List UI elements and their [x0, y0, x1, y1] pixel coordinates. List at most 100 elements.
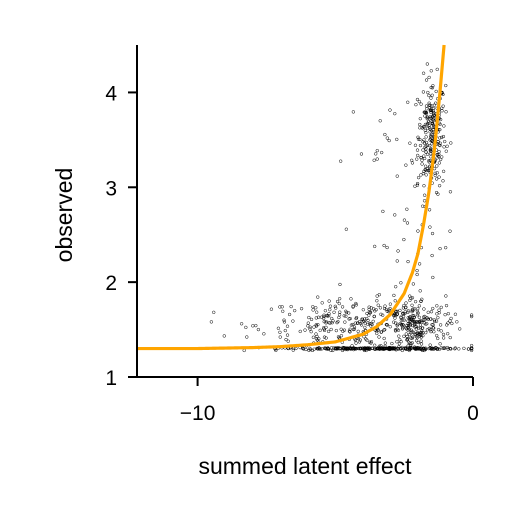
scatter-point: [422, 156, 427, 161]
scatter-point: [448, 335, 452, 340]
scatter-point: [251, 324, 255, 328]
scatter-point: [441, 104, 445, 108]
scatter-point: [429, 310, 434, 314]
scatter-point: [314, 332, 318, 336]
scatter-point: [414, 103, 418, 107]
scatter-point: [423, 145, 427, 149]
scatter-point: [406, 328, 410, 333]
scatter-point: [385, 323, 389, 327]
scatter-point: [433, 346, 437, 350]
scatter-point: [427, 93, 431, 98]
scatter-point: [431, 84, 435, 88]
scatter-point: [469, 313, 474, 317]
scatter-point: [469, 314, 474, 319]
scatter-point: [453, 312, 458, 316]
scatter-point: [416, 229, 420, 233]
scatter-point: [323, 309, 328, 313]
scatter-point: [366, 318, 370, 323]
scatter-point: [443, 313, 447, 317]
scatter-point: [367, 307, 371, 312]
scatter-point: [337, 315, 341, 320]
scatter-point: [334, 346, 338, 351]
scatter-point: [419, 342, 424, 346]
scatter-point: [428, 151, 433, 156]
scatter-point: [291, 319, 295, 323]
scatter-point: [409, 346, 413, 350]
scatter-point: [379, 312, 383, 316]
scatter-point: [308, 346, 312, 351]
scatter-point: [446, 321, 450, 325]
scatter-point: [416, 137, 421, 141]
scatter-point: [324, 336, 328, 340]
scatter-point: [334, 347, 338, 351]
scatter-point: [334, 306, 338, 310]
scatter-point: [358, 346, 363, 351]
scatter-point: [323, 346, 327, 351]
scatter-point: [335, 321, 339, 325]
scatter-point: [431, 106, 436, 111]
scatter-point: [309, 317, 314, 322]
scatter-point: [441, 134, 446, 139]
scatter-point: [442, 124, 446, 128]
scatter-point: [371, 319, 375, 323]
scatter-point: [426, 310, 430, 314]
scatter-point: [436, 336, 440, 341]
scatter-point: [446, 312, 451, 316]
scatter-point: [422, 318, 427, 322]
scatter-point: [428, 328, 433, 332]
scatter-point: [333, 304, 337, 309]
scatter-point: [361, 308, 365, 312]
scatter-point: [407, 346, 412, 351]
scatter-point: [337, 301, 341, 306]
scatter-point: [406, 322, 410, 326]
scatter-point: [399, 346, 403, 350]
scatter-point: [422, 184, 426, 188]
scatter-point: [415, 272, 419, 277]
scatter-point: [328, 321, 332, 325]
scatter-point: [428, 134, 433, 138]
scatter-point: [359, 152, 364, 156]
scatter-point: [384, 347, 388, 351]
scatter-point: [312, 347, 316, 351]
scatter-point: [437, 347, 441, 352]
scatter-point: [314, 316, 318, 320]
scatter-point: [354, 316, 358, 321]
scatter-point: [421, 171, 426, 176]
scatter-point: [440, 109, 444, 113]
scatter-point: [395, 309, 400, 314]
scatter-point: [435, 164, 439, 168]
scatter-point: [348, 346, 352, 351]
scatter-point: [427, 75, 431, 80]
scatter-point: [436, 327, 441, 332]
scatter-point: [408, 322, 412, 326]
scatter-point: [439, 329, 443, 333]
scatter-point: [393, 328, 398, 332]
scatter-point: [322, 328, 327, 333]
scatter-point: [431, 125, 436, 130]
scatter-point: [239, 322, 244, 326]
scatter-point: [422, 321, 426, 325]
scatter-point: [380, 150, 384, 155]
scatter-point: [365, 338, 369, 342]
scatter-point: [438, 117, 443, 122]
fit-curve: [136, 44, 446, 351]
scatter-point: [406, 344, 410, 348]
scatter-point: [424, 78, 429, 82]
scatter-point: [423, 114, 427, 118]
scatter-point: [387, 138, 391, 143]
scatter-point: [462, 346, 466, 351]
scatter-point: [430, 139, 434, 143]
scatter-point: [416, 340, 420, 345]
scatter-point: [304, 347, 308, 352]
scatter-point: [410, 336, 414, 340]
scatter-point: [457, 347, 461, 351]
scatter-point: [286, 339, 290, 343]
scatter-point: [416, 311, 420, 315]
scatter-point: [388, 302, 393, 306]
scatter-point: [311, 335, 316, 339]
scatter-point: [430, 253, 434, 258]
scatter-point: [334, 328, 338, 333]
scatter-point: [284, 337, 288, 342]
scatter-point: [406, 259, 410, 264]
